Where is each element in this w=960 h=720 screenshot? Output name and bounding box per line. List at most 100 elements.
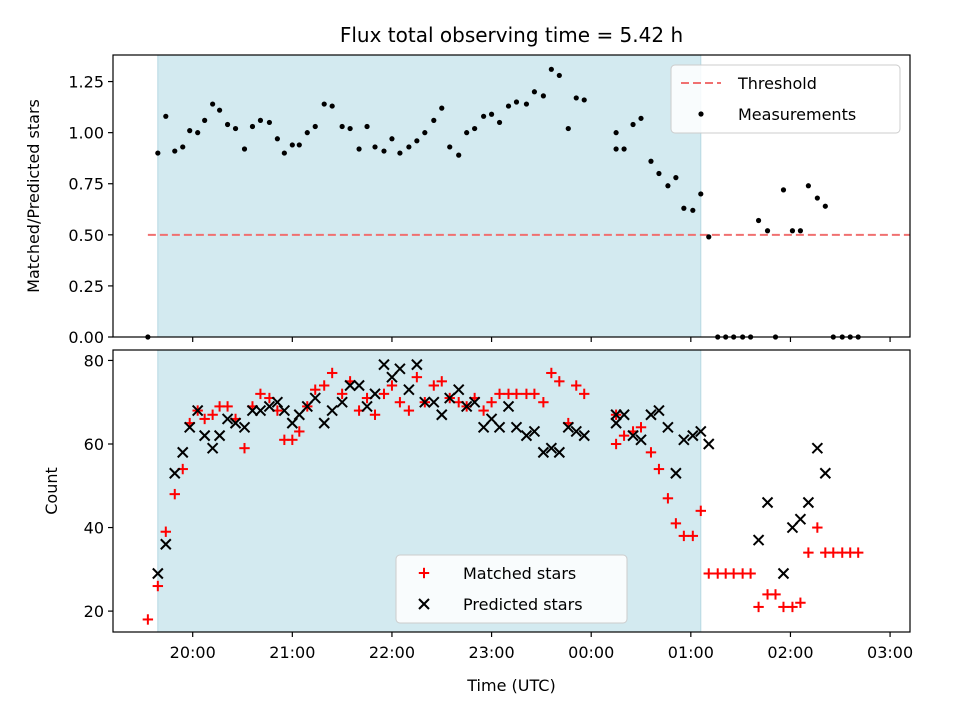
matched-star-marker	[554, 376, 565, 387]
measurement-point	[565, 125, 571, 132]
measurement-point	[673, 175, 679, 181]
ratio-y-axis-label: Matched/Predicted stars	[24, 99, 43, 293]
predicted-star-marker	[761, 496, 774, 509]
measurement-point	[257, 117, 264, 123]
legend-box	[670, 64, 901, 134]
measurement-point	[202, 117, 208, 123]
predicted-star-marker	[687, 429, 699, 442]
measurement-point	[613, 146, 619, 152]
matched-star-marker	[538, 397, 549, 408]
ratio-x-ticks	[192, 337, 891, 342]
predicted-star-marker	[794, 513, 807, 525]
measurement-point	[447, 144, 453, 150]
matched-star-marker	[695, 505, 706, 517]
measurement-point	[531, 89, 538, 95]
x-tick-label: 02:00	[767, 643, 813, 662]
measurement-point	[439, 105, 445, 111]
matched-star-marker	[610, 438, 622, 450]
measurement-point	[329, 103, 335, 109]
matched-star-marker	[728, 568, 739, 579]
predicted-star-marker	[502, 400, 515, 413]
legend-label: Threshold	[737, 74, 817, 93]
measurement-point	[289, 142, 295, 148]
matched-star-marker	[852, 547, 864, 558]
measurement-point	[805, 183, 811, 189]
predicted-star-marker	[570, 425, 582, 438]
measurement-point	[422, 130, 428, 136]
measurement-point	[304, 130, 310, 136]
predicted-star-marker	[777, 567, 790, 580]
measurement-point	[481, 113, 487, 119]
matched-star-marker	[378, 388, 390, 400]
measurement-point	[163, 113, 169, 119]
predicted-star-marker	[206, 442, 219, 454]
measurement-point	[296, 142, 302, 148]
measurement-point	[706, 234, 712, 240]
predicted-star-marker	[819, 467, 832, 479]
predicted-star-marker	[460, 400, 473, 413]
matched-star-marker	[494, 388, 505, 400]
matched-star-marker	[579, 388, 590, 400]
matched-star-marker	[239, 442, 250, 454]
legend-label: Matched stars	[463, 564, 576, 583]
legend-label: Measurements	[738, 105, 856, 124]
ratio-legend: Threshold Measurements	[670, 64, 901, 134]
count-x-ticks: 20:00 21:00 22:00 23:00 00:00 01:00 02:00 03:00	[170, 632, 913, 662]
measurement-point	[274, 136, 280, 142]
matched-star-marker	[703, 568, 714, 579]
matched-star-marker	[645, 447, 657, 458]
matched-star-marker	[529, 388, 540, 400]
measurement-point	[665, 183, 671, 189]
matched-star-marker	[287, 434, 298, 446]
chart-title: Flux total observing time = 5.42 h	[340, 23, 683, 47]
legend-entry-threshold: Threshold	[681, 74, 817, 93]
y-tick-label: 1.25	[68, 73, 104, 92]
measurement-point	[456, 152, 462, 158]
matched-star-marker	[687, 530, 699, 542]
measurement-point	[648, 158, 654, 164]
matched-star-marker	[169, 488, 180, 500]
measurement-point	[266, 119, 273, 126]
matched-star-marker	[478, 405, 489, 416]
matched-star-marker	[745, 568, 756, 579]
predicted-star-marker	[254, 404, 267, 417]
measurement-point	[372, 144, 378, 150]
predicted-star-marker	[361, 400, 373, 413]
measurement-point	[172, 148, 178, 154]
measurement-point	[581, 97, 587, 103]
predicted-star-marker	[468, 396, 481, 408]
measurement-point	[187, 128, 193, 134]
measurement-point	[698, 191, 704, 197]
matched-star-marker	[319, 380, 330, 391]
ratio-plot: 0.00 0.25 0.50 0.75 1.00 1.25 Flux total obse…	[24, 23, 911, 347]
shade-rect	[157, 55, 701, 337]
predicted-star-marker	[238, 421, 251, 433]
measurement-point	[224, 121, 231, 128]
y-tick-label: 0.75	[68, 175, 104, 194]
predicted-star-marker	[169, 467, 181, 479]
matched-star-marker	[207, 409, 218, 420]
measurement-point	[414, 138, 420, 144]
matched-star-marker	[386, 380, 398, 391]
y-tick-label: 1.00	[68, 124, 104, 143]
y-tick-label: 20	[84, 602, 104, 621]
predicted-star-marker	[318, 417, 330, 429]
measurement-point	[755, 217, 762, 224]
measurement-point	[523, 101, 530, 107]
matched-star-marker	[336, 388, 348, 400]
x-tick-label: 23:00	[469, 643, 515, 662]
predicted-star-marker	[537, 446, 550, 459]
matched-star-marker	[511, 388, 522, 400]
matched-star-marker	[787, 601, 798, 613]
matched-star-marker	[428, 380, 439, 391]
predicted-star-marker	[369, 388, 381, 400]
predicted-star-marker	[152, 567, 164, 580]
measurement-point	[656, 170, 662, 177]
predicted-star-marker	[520, 429, 533, 442]
predicted-star-marker	[752, 534, 765, 546]
x-tick-label: 01:00	[668, 643, 714, 662]
measurement-point	[216, 107, 223, 113]
matched-star-marker	[635, 422, 647, 433]
legend-entry-measurements: Measurements	[698, 105, 856, 124]
observing-window-shade	[157, 55, 702, 337]
